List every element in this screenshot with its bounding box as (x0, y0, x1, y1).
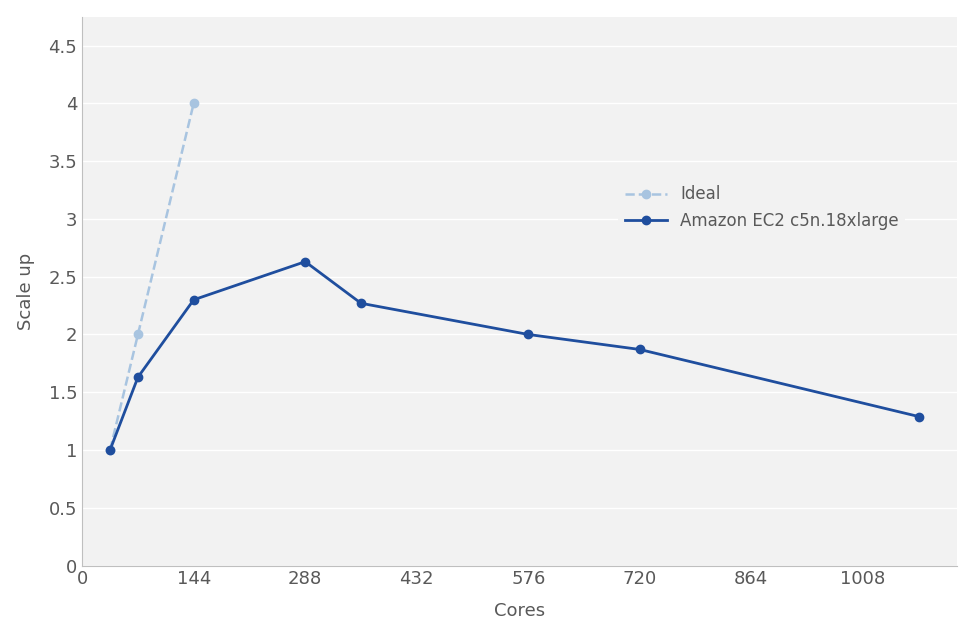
Line: Amazon EC2 c5n.18xlarge: Amazon EC2 c5n.18xlarge (106, 257, 922, 454)
Amazon EC2 c5n.18xlarge (913, 413, 924, 420)
X-axis label: Cores: Cores (494, 603, 545, 620)
Ideal (188, 99, 200, 107)
Amazon EC2 c5n.18xlarge (132, 373, 144, 381)
Amazon EC2 c5n.18xlarge (522, 331, 534, 338)
Legend: Ideal, Amazon EC2 c5n.18xlarge: Ideal, Amazon EC2 c5n.18xlarge (618, 179, 905, 236)
Amazon EC2 c5n.18xlarge (634, 346, 646, 354)
Ideal (132, 331, 144, 338)
Amazon EC2 c5n.18xlarge (104, 446, 116, 454)
Y-axis label: Scale up: Scale up (17, 252, 35, 330)
Amazon EC2 c5n.18xlarge (299, 258, 311, 266)
Ideal (104, 446, 116, 454)
Amazon EC2 c5n.18xlarge (356, 299, 367, 307)
Line: Ideal: Ideal (106, 99, 198, 454)
Amazon EC2 c5n.18xlarge (188, 296, 200, 304)
